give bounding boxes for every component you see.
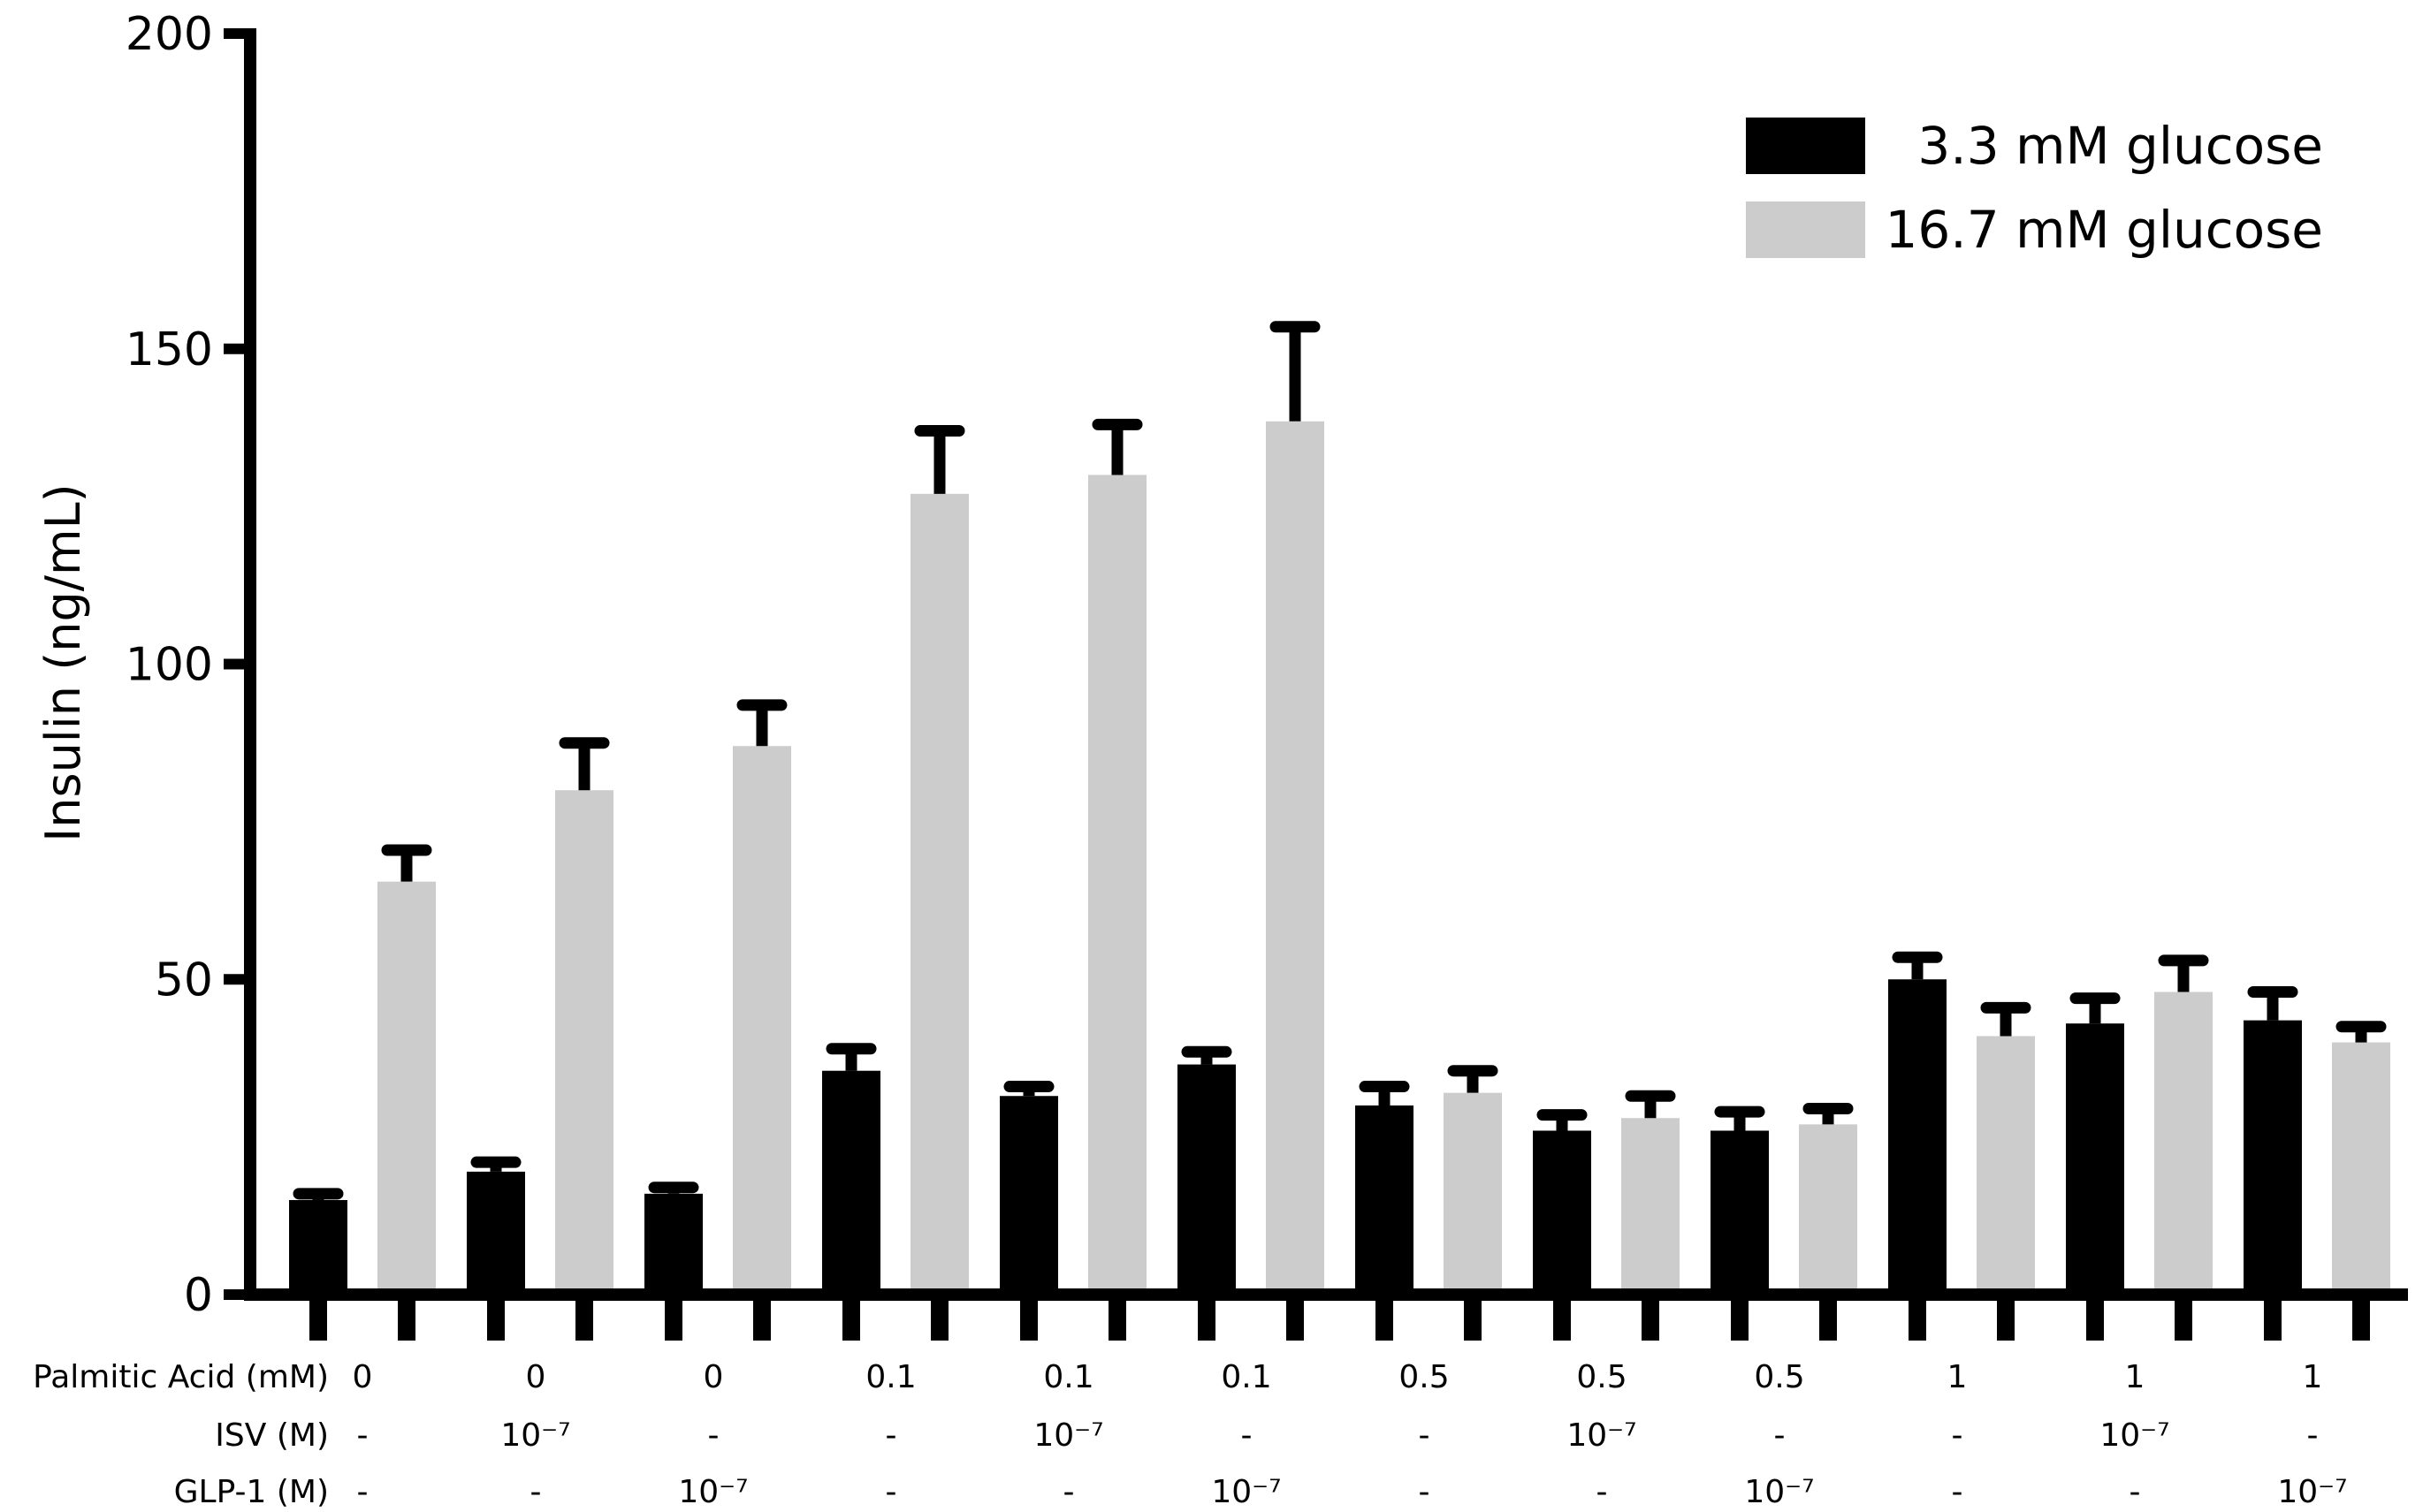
condition-value-r2-11: 10⁻⁷ — [2099, 1417, 2169, 1454]
bar-low-glucose-7 — [1355, 1105, 1413, 1295]
condition-value-r1-1: 0 — [353, 1359, 373, 1395]
bar-low-glucose-10 — [1888, 979, 1947, 1295]
bar-high-glucose-8 — [1621, 1118, 1680, 1295]
bar-high-glucose-10 — [1977, 1036, 2035, 1295]
condition-value-r3-8: - — [1596, 1474, 1608, 1510]
condition-value-r1-9: 0.5 — [1754, 1359, 1804, 1395]
bar-high-glucose-5 — [1088, 475, 1147, 1295]
condition-value-r1-2: 0 — [526, 1359, 546, 1395]
condition-value-r3-3: 10⁻⁷ — [678, 1474, 748, 1510]
bar-low-glucose-3 — [644, 1193, 703, 1295]
legend-label-high-glucose: 16.7 mM glucose — [1885, 200, 2323, 260]
condition-value-r3-1: - — [357, 1474, 369, 1510]
bar-high-glucose-2 — [555, 790, 613, 1295]
condition-value-r3-11: - — [2130, 1474, 2141, 1510]
bar-low-glucose-9 — [1711, 1130, 1769, 1295]
legend-swatch-low-glucose — [1746, 118, 1865, 174]
y-tick-label-50: 50 — [155, 954, 213, 1007]
condition-value-r1-7: 0.5 — [1398, 1359, 1449, 1395]
condition-value-r1-3: 0 — [704, 1359, 724, 1395]
condition-value-r1-5: 0.1 — [1043, 1359, 1093, 1395]
condition-value-r3-7: - — [1419, 1474, 1430, 1510]
bar-high-glucose-9 — [1799, 1124, 1857, 1295]
condition-row-label-1: Palmitic Acid (mM) — [33, 1359, 329, 1395]
y-tick-label-200: 200 — [126, 8, 213, 61]
tick-labels-layer: 0 50 100 150 200 — [126, 8, 213, 1322]
condition-value-r2-5: 10⁻⁷ — [1033, 1417, 1103, 1454]
condition-value-r2-8: 10⁻⁷ — [1566, 1417, 1636, 1454]
bar-high-glucose-7 — [1444, 1092, 1502, 1295]
condition-value-r3-4: - — [886, 1474, 897, 1510]
condition-value-r2-12: - — [2307, 1417, 2319, 1454]
bar-high-glucose-11 — [2154, 992, 2213, 1295]
bars-layer — [289, 421, 2390, 1295]
bar-high-glucose-1 — [377, 881, 436, 1295]
bar-high-glucose-3 — [733, 746, 791, 1295]
condition-row-label-2: ISV (M) — [215, 1417, 329, 1454]
bar-low-glucose-4 — [822, 1070, 880, 1295]
y-tick-label-100: 100 — [126, 639, 213, 692]
bar-low-glucose-1 — [289, 1199, 347, 1295]
condition-value-r2-2: 10⁻⁷ — [500, 1417, 570, 1454]
bar-low-glucose-12 — [2244, 1020, 2302, 1295]
error-bars-layer — [293, 321, 2387, 1200]
condition-value-r3-6: 10⁻⁷ — [1211, 1474, 1281, 1510]
condition-value-r3-5: - — [1063, 1474, 1075, 1510]
condition-value-r1-6: 0.1 — [1221, 1359, 1271, 1395]
condition-value-r2-10: - — [1952, 1417, 1963, 1454]
condition-value-r1-8: 0.5 — [1576, 1359, 1627, 1395]
bar-high-glucose-6 — [1266, 421, 1324, 1295]
condition-value-r2-3: - — [708, 1417, 720, 1454]
condition-value-r2-7: - — [1419, 1417, 1430, 1454]
legend-swatch-high-glucose — [1746, 201, 1865, 258]
condition-value-r1-4: 0.1 — [865, 1359, 916, 1395]
legend: 3.3 mM glucose 16.7 mM glucose — [1746, 116, 2323, 260]
bar-high-glucose-4 — [911, 493, 969, 1295]
bar-low-glucose-5 — [1000, 1096, 1058, 1295]
condition-value-r1-12: 1 — [2303, 1359, 2323, 1395]
bar-high-glucose-12 — [2332, 1042, 2390, 1295]
condition-value-r3-12: 10⁻⁷ — [2277, 1474, 2347, 1510]
bar-low-glucose-6 — [1177, 1064, 1236, 1295]
y-axis-title: Insulin (ng/mL) — [35, 483, 91, 841]
condition-value-r2-9: - — [1774, 1417, 1786, 1454]
axes-layer — [224, 28, 2408, 1341]
condition-value-r3-2: - — [530, 1474, 542, 1510]
condition-table: Palmitic Acid (mM) 0 0 0 0.1 0.1 0.1 0.5 0.5 0.5 1… — [33, 1359, 2348, 1510]
condition-row-label-3: GLP-1 (M) — [174, 1474, 329, 1510]
condition-value-r3-9: 10⁻⁷ — [1744, 1474, 1814, 1510]
condition-value-r1-10: 1 — [1947, 1359, 1968, 1395]
bar-low-glucose-2 — [467, 1171, 525, 1295]
condition-value-r2-4: - — [886, 1417, 897, 1454]
bar-low-glucose-8 — [1533, 1130, 1591, 1295]
condition-value-r2-6: - — [1241, 1417, 1253, 1454]
bar-low-glucose-11 — [2066, 1023, 2124, 1295]
condition-value-r2-1: - — [357, 1417, 369, 1454]
condition-value-r1-11: 1 — [2125, 1359, 2145, 1395]
y-tick-label-150: 150 — [126, 323, 213, 376]
condition-value-r3-10: - — [1952, 1474, 1963, 1510]
y-tick-label-0: 0 — [184, 1269, 213, 1322]
legend-label-low-glucose: 3.3 mM glucose — [1917, 116, 2323, 176]
